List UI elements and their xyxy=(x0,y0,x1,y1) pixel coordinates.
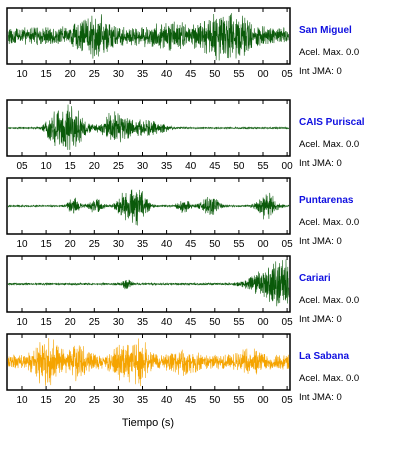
x-tick-label: 25 xyxy=(113,161,125,172)
x-tick-label: 05 xyxy=(282,69,294,80)
jma-intensity: Int JMA: 0 xyxy=(299,158,342,169)
seismogram-panels: 10 15 20 25 30 35 40 45 50 55 00 05 San Miguel Acel. … xyxy=(6,7,365,406)
x-tick-label: 20 xyxy=(65,69,77,80)
x-tick-label: 40 xyxy=(185,161,197,172)
x-tick-label: 05 xyxy=(16,161,28,172)
x-tick-label: 15 xyxy=(41,395,53,406)
x-tick-label: 50 xyxy=(209,317,221,328)
jma-intensity: Int JMA: 0 xyxy=(299,66,342,77)
x-tick-label: 50 xyxy=(209,395,221,406)
x-axis-title: Tiempo (s) xyxy=(122,417,174,429)
seismogram-panel: 10 15 20 25 30 35 40 45 50 55 00 05 Puntarenas Acel. … xyxy=(6,177,359,250)
x-tick-label: 50 xyxy=(233,161,245,172)
x-tick-label: 40 xyxy=(161,239,173,250)
jma-intensity: Int JMA: 0 xyxy=(299,392,342,403)
max-acceleration: Acel. Max. 0.0 xyxy=(299,47,359,58)
x-tick-label: 55 xyxy=(233,395,245,406)
waveform-trace xyxy=(7,338,290,387)
x-tick-label: 30 xyxy=(113,395,125,406)
x-tick-label: 25 xyxy=(89,69,101,80)
x-tick-label: 30 xyxy=(113,239,125,250)
x-tick-label: 00 xyxy=(257,69,269,80)
x-tick-label: 05 xyxy=(282,239,294,250)
waveform-trace xyxy=(7,189,290,226)
x-tick-label: 10 xyxy=(16,395,28,406)
x-tick-label: 30 xyxy=(137,161,149,172)
seismogram-panel: 10 15 20 25 30 35 40 45 50 55 00 05 Cariari Acel. Max… xyxy=(6,255,359,328)
x-tick-label: 00 xyxy=(257,317,269,328)
station-name: La Sabana xyxy=(299,351,349,362)
x-tick-label: 20 xyxy=(89,161,101,172)
x-tick-label: 35 xyxy=(137,69,149,80)
x-tick-label: 25 xyxy=(89,317,101,328)
x-tick-label: 00 xyxy=(257,239,269,250)
waveform-trace xyxy=(7,13,290,61)
max-acceleration: Acel. Max. 0.0 xyxy=(299,139,359,150)
x-tick-label: 45 xyxy=(185,317,197,328)
x-tick-label: 45 xyxy=(185,69,197,80)
x-tick-label: 35 xyxy=(137,395,149,406)
x-tick-label: 30 xyxy=(113,317,125,328)
x-tick-label: 10 xyxy=(16,317,28,328)
x-tick-label: 40 xyxy=(161,317,173,328)
x-tick-label: 35 xyxy=(161,161,173,172)
jma-intensity: Int JMA: 0 xyxy=(299,236,342,247)
x-tick-label: 55 xyxy=(257,161,269,172)
x-tick-label: 25 xyxy=(89,395,101,406)
waveform-trace xyxy=(7,259,290,307)
x-tick-label: 50 xyxy=(209,69,221,80)
station-name: Cariari xyxy=(299,273,331,284)
x-tick-label: 40 xyxy=(161,69,173,80)
x-tick-label: 40 xyxy=(161,395,173,406)
x-tick-label: 35 xyxy=(137,317,149,328)
x-tick-label: 25 xyxy=(89,239,101,250)
x-tick-label: 10 xyxy=(41,161,53,172)
max-acceleration: Acel. Max. 0.0 xyxy=(299,373,359,384)
x-tick-label: 45 xyxy=(185,395,197,406)
x-tick-label: 20 xyxy=(65,317,77,328)
x-tick-label: 15 xyxy=(41,239,53,250)
x-tick-label: 45 xyxy=(209,161,221,172)
x-tick-label: 35 xyxy=(137,239,149,250)
max-acceleration: Acel. Max. 0.0 xyxy=(299,295,359,306)
x-tick-label: 00 xyxy=(282,161,294,172)
seismogram-panel: 05 10 15 20 25 30 35 40 45 50 55 00 CAIS Puriscal Ace… xyxy=(6,99,365,172)
x-tick-label: 00 xyxy=(257,395,269,406)
x-tick-label: 15 xyxy=(41,69,53,80)
jma-intensity: Int JMA: 0 xyxy=(299,314,342,325)
seismogram-panel: 10 15 20 25 30 35 40 45 50 55 00 05 La Sabana Acel. M… xyxy=(6,333,359,406)
x-tick-label: 05 xyxy=(282,317,294,328)
station-name: San Miguel xyxy=(299,25,352,36)
station-name: Puntarenas xyxy=(299,195,354,206)
x-tick-label: 30 xyxy=(113,69,125,80)
x-tick-label: 20 xyxy=(65,395,77,406)
x-tick-label: 05 xyxy=(282,395,294,406)
x-tick-label: 50 xyxy=(209,239,221,250)
x-tick-label: 45 xyxy=(185,239,197,250)
x-tick-label: 10 xyxy=(16,69,28,80)
seismogram-panel: 10 15 20 25 30 35 40 45 50 55 00 05 San Miguel Acel. … xyxy=(6,7,359,80)
max-acceleration: Acel. Max. 0.0 xyxy=(299,217,359,228)
x-tick-label: 55 xyxy=(233,69,245,80)
x-tick-label: 15 xyxy=(41,317,53,328)
x-tick-label: 20 xyxy=(65,239,77,250)
x-tick-label: 10 xyxy=(16,239,28,250)
waveform-trace xyxy=(7,104,290,150)
x-tick-label: 55 xyxy=(233,317,245,328)
x-tick-label: 55 xyxy=(233,239,245,250)
x-tick-label: 15 xyxy=(65,161,77,172)
station-name: CAIS Puriscal xyxy=(299,117,365,128)
